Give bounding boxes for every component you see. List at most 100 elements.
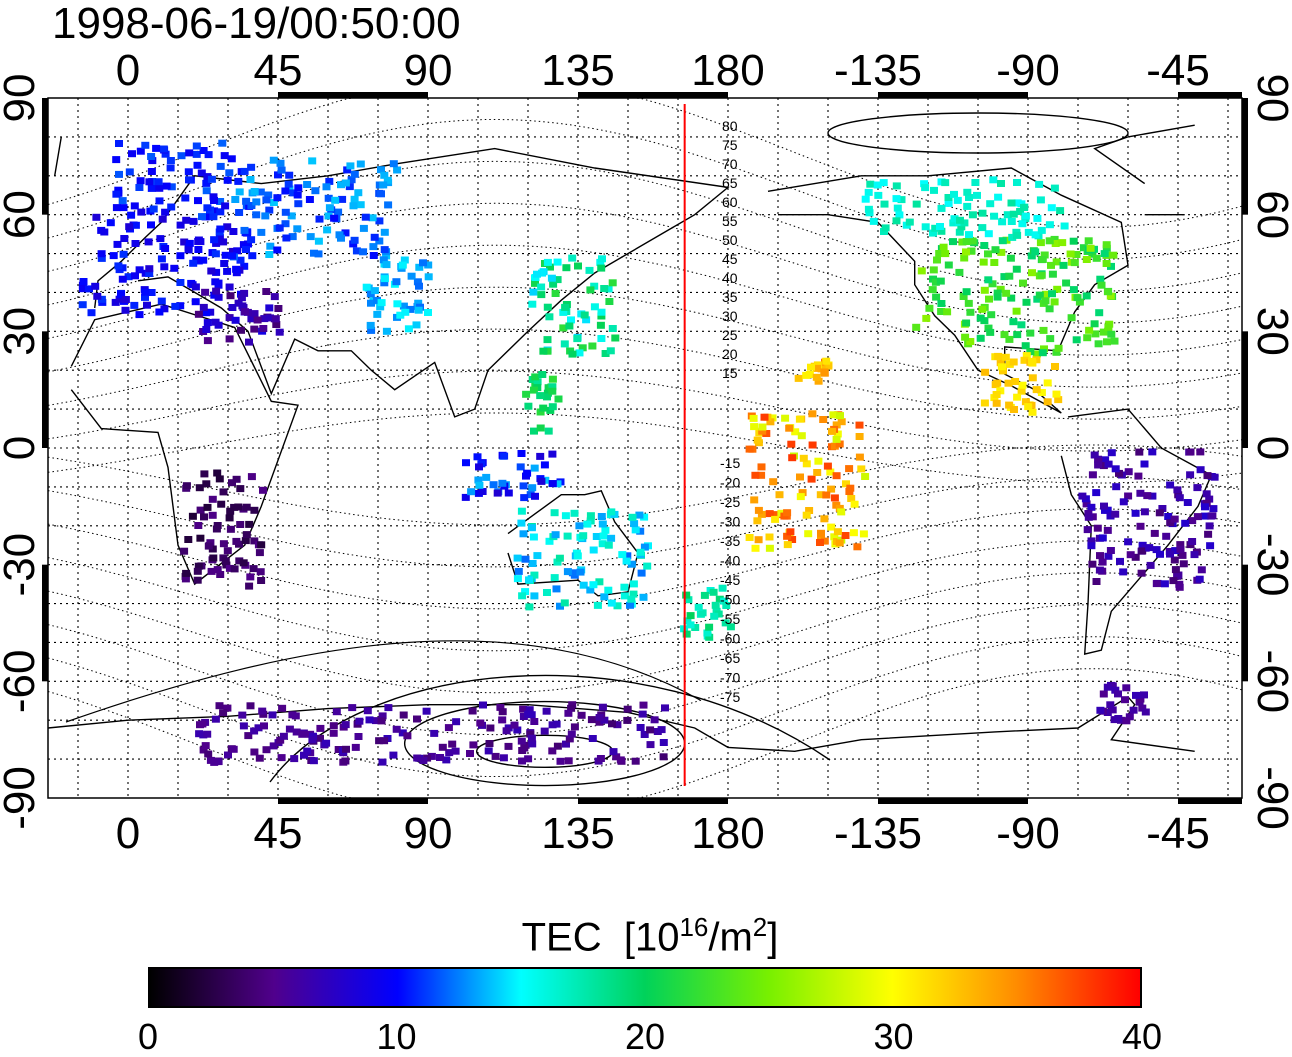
tec-point [556, 757, 565, 765]
tec-point [474, 476, 483, 484]
tec-point [250, 506, 259, 514]
tec-point [1124, 538, 1133, 546]
tec-point [241, 308, 249, 316]
tec-point [498, 716, 507, 724]
tec-point [214, 293, 223, 301]
lat-tick-label-right: -90 [1248, 766, 1292, 830]
tec-point [612, 753, 621, 761]
tec-point [160, 263, 169, 271]
tec-point [383, 176, 392, 184]
tec-point [1017, 321, 1026, 329]
tec-point [880, 200, 889, 208]
tec-point [513, 554, 522, 562]
tec-point [750, 423, 759, 431]
tec-point [242, 246, 250, 253]
tec-point [1018, 381, 1027, 389]
tec-point [1122, 717, 1131, 725]
tec-point [528, 484, 537, 492]
tec-point [372, 717, 380, 725]
tec-point [225, 335, 234, 343]
tec-point [626, 601, 634, 609]
tec-point [1203, 472, 1212, 480]
tec-point [1043, 398, 1052, 406]
tec-point [367, 299, 375, 307]
tec-point [346, 162, 355, 170]
tec-point [967, 247, 976, 255]
tec-point [1197, 566, 1206, 574]
tec-point [1045, 221, 1054, 229]
tec-point [1012, 265, 1021, 273]
tec-point [962, 288, 971, 296]
tec-point [788, 454, 797, 462]
tec-point [814, 377, 823, 385]
lon-tick-label-top: -135 [834, 46, 922, 95]
tec-point [414, 299, 423, 307]
tec-point [356, 160, 365, 168]
tec-point [520, 494, 529, 502]
tec-point [598, 540, 607, 548]
tec-point [937, 308, 946, 315]
tec-point [1054, 344, 1063, 352]
tec-point [827, 523, 836, 531]
tec-point [225, 564, 234, 572]
tec-point [683, 617, 692, 625]
tec-point [631, 526, 640, 534]
tec-point [335, 231, 344, 239]
tec-point [824, 362, 833, 370]
tec-point [1072, 336, 1081, 344]
tec-point [1103, 288, 1112, 296]
tec-point [1136, 489, 1145, 497]
tec-point [219, 238, 228, 246]
tec-point [595, 578, 604, 586]
tec-point [136, 147, 145, 155]
tec-point [1206, 542, 1215, 550]
tec-point [236, 521, 245, 528]
tec-point [552, 585, 561, 593]
tec-point [308, 736, 317, 744]
tec-point [892, 195, 901, 203]
tec-point [265, 251, 274, 258]
tec-point [548, 403, 557, 411]
tec-point [131, 221, 140, 229]
tec-point [1035, 180, 1044, 188]
tec-point [537, 291, 546, 299]
tec-point [271, 315, 280, 323]
tec-point [254, 724, 263, 732]
tec-point [106, 219, 115, 227]
tec-point [1156, 550, 1164, 558]
tec-point [604, 541, 613, 549]
tec-point [597, 513, 606, 520]
tec-point [1060, 222, 1069, 230]
tec-point [520, 744, 529, 752]
tec-point [1196, 448, 1205, 456]
tec-point [196, 534, 205, 542]
tec-point [1166, 481, 1175, 489]
tec-point [1132, 691, 1140, 699]
tec-point [231, 316, 240, 324]
tec-point [308, 157, 317, 165]
tec-point [1107, 449, 1116, 457]
tec-point [1101, 506, 1109, 514]
tec-point [548, 383, 557, 391]
tec-point [407, 272, 416, 280]
tec-point [1073, 294, 1082, 302]
tec-point [430, 729, 439, 737]
tec-point [273, 246, 282, 254]
tec-point [524, 755, 533, 763]
tec-point [226, 292, 235, 300]
tec-point [194, 236, 203, 244]
tec-point [897, 196, 906, 204]
tec-point [236, 256, 245, 264]
lat-tick-label-left: -90 [0, 766, 44, 830]
tec-point [766, 418, 775, 426]
lat-tick-label-left: 30 [0, 307, 44, 356]
tec-point [542, 707, 551, 715]
tec-point [1069, 237, 1078, 245]
tec-point [1084, 510, 1093, 517]
tec-point [1087, 542, 1096, 550]
tec-point [568, 254, 577, 262]
tec-point [616, 756, 625, 764]
lon-tick-label-top: -90 [996, 46, 1060, 95]
colorbar-tick-label: 40 [1121, 1016, 1163, 1057]
tec-point [331, 196, 340, 204]
